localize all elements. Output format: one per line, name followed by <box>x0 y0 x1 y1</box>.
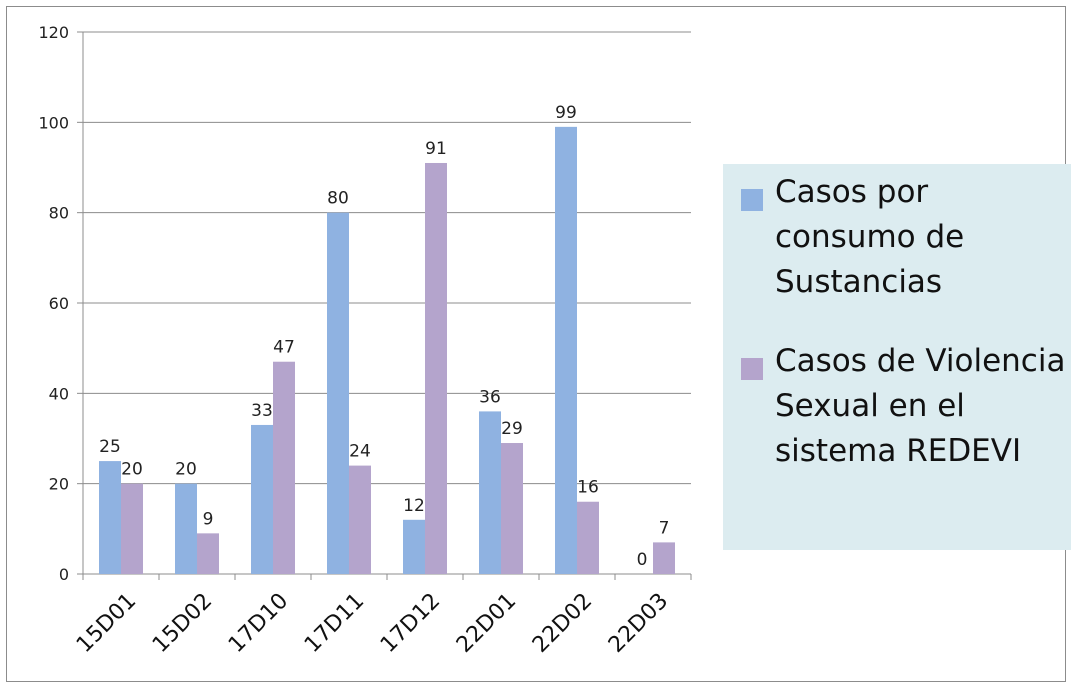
x-tick-label: 17D10 <box>224 589 293 658</box>
y-tick-label: 40 <box>49 384 69 403</box>
legend-label-series-2: Casos de Violencia Sexual en el sistema … <box>775 343 1066 469</box>
y-tick-label: 120 <box>38 23 69 42</box>
y-tick-label: 100 <box>38 113 69 132</box>
x-tick-label: 15D02 <box>148 589 217 658</box>
data-label: 80 <box>327 189 349 209</box>
legend-label-series-1: Casos por consumo de Sustancias <box>775 174 965 300</box>
x-tick-label: 22D01 <box>452 589 521 658</box>
data-label: 33 <box>251 401 273 421</box>
bar-series-1 <box>251 424 273 574</box>
chart-legend: Casos por consumo de Sustancias Casos de… <box>723 164 1071 550</box>
data-label: 20 <box>175 460 197 480</box>
legend-item-series-2: Casos de Violencia Sexual en el sistema … <box>741 339 1071 474</box>
data-label: 9 <box>203 509 214 529</box>
bar-series-2 <box>501 443 523 574</box>
legend-swatch-series-2 <box>741 358 763 380</box>
y-tick-label: 0 <box>59 565 69 584</box>
bar-series-1 <box>479 411 501 574</box>
data-label: 24 <box>349 442 371 462</box>
bar-series-1 <box>99 461 121 574</box>
y-tick-label: 20 <box>49 475 69 494</box>
x-tick-label: 22D03 <box>604 589 673 658</box>
x-tick-label: 17D11 <box>300 589 369 658</box>
bar-series-2 <box>197 533 219 574</box>
bar-series-2 <box>577 501 599 574</box>
data-label: 36 <box>479 387 501 407</box>
data-label: 29 <box>501 419 523 439</box>
bar-series-2 <box>425 162 447 574</box>
legend-item-series-1: Casos por consumo de Sustancias <box>741 170 1071 305</box>
data-label: 16 <box>577 478 599 498</box>
bar-series-1 <box>175 483 197 574</box>
bar-series-2 <box>349 465 371 574</box>
data-label: 91 <box>425 139 447 159</box>
data-label: 7 <box>659 518 670 538</box>
y-tick-label: 80 <box>49 204 69 223</box>
bar-series-1 <box>403 519 425 574</box>
data-label: 25 <box>99 437 121 457</box>
x-tick-label: 22D02 <box>528 589 597 658</box>
x-tick-label: 17D12 <box>376 589 445 658</box>
bar-series-1 <box>555 126 577 574</box>
bar-series-1 <box>327 212 349 574</box>
chart-frame: 0 20 40 60 80 100 120 25 20 15D01 20 9 15D02 33 47 17D1… <box>6 6 1071 682</box>
data-label: 47 <box>273 338 295 358</box>
y-tick-label: 60 <box>49 294 69 313</box>
bar-chart: 020406080100120252015D0120915D02334717D1… <box>38 23 692 658</box>
data-label: 12 <box>403 496 425 516</box>
legend-swatch-series-1 <box>741 189 763 211</box>
data-label: 0 <box>637 550 648 570</box>
x-tick-label: 15D01 <box>72 589 141 658</box>
bar-series-2 <box>273 361 295 574</box>
bar-series-2 <box>653 542 675 574</box>
data-label: 20 <box>121 460 143 480</box>
data-label: 99 <box>555 103 577 123</box>
bar-series-2 <box>121 483 143 574</box>
